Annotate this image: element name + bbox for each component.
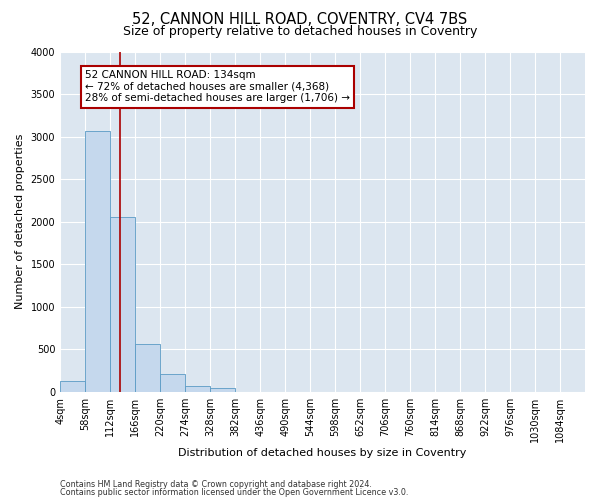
Bar	[85, 132, 110, 392]
Text: 52 CANNON HILL ROAD: 134sqm
← 72% of detached houses are smaller (4,368)
28% of : 52 CANNON HILL ROAD: 134sqm ← 72% of det…	[85, 70, 350, 103]
Bar	[160, 374, 185, 392]
Text: 52, CANNON HILL ROAD, COVENTRY, CV4 7BS: 52, CANNON HILL ROAD, COVENTRY, CV4 7BS	[133, 12, 467, 28]
Bar	[110, 216, 135, 392]
Bar	[135, 344, 160, 392]
Text: Contains HM Land Registry data © Crown copyright and database right 2024.: Contains HM Land Registry data © Crown c…	[60, 480, 372, 489]
X-axis label: Distribution of detached houses by size in Coventry: Distribution of detached houses by size …	[178, 448, 467, 458]
Bar	[210, 388, 235, 392]
Text: Contains public sector information licensed under the Open Government Licence v3: Contains public sector information licen…	[60, 488, 409, 497]
Bar	[60, 381, 85, 392]
Y-axis label: Number of detached properties: Number of detached properties	[15, 134, 25, 310]
Bar	[185, 386, 210, 392]
Text: Size of property relative to detached houses in Coventry: Size of property relative to detached ho…	[123, 25, 477, 38]
